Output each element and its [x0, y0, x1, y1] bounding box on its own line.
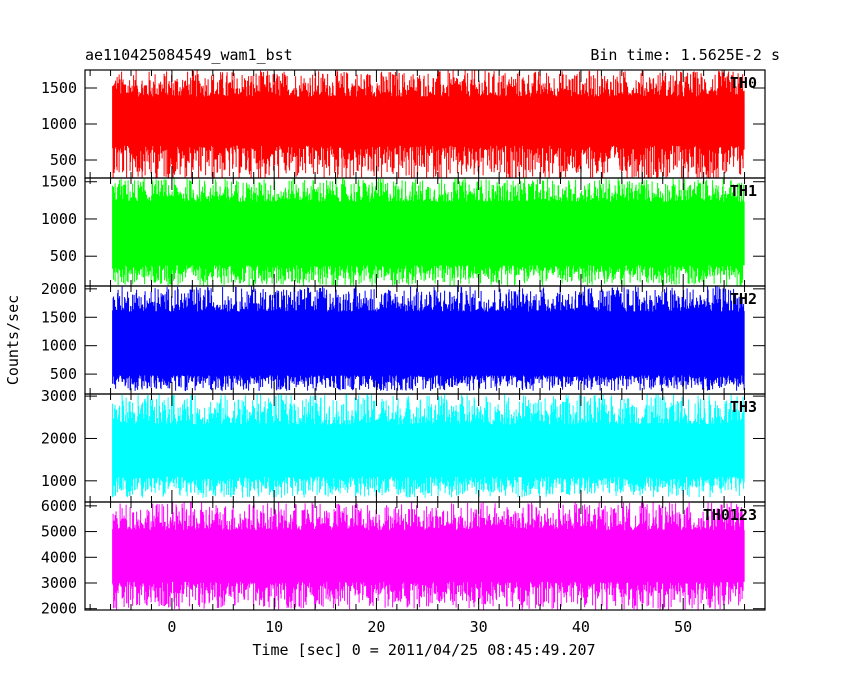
y-tick-label-th0-500: 500	[50, 151, 77, 169]
y-tick-label-th0123-2000: 2000	[41, 600, 77, 618]
x-tick-label-0: 0	[167, 618, 176, 636]
y-tick-label-th2-500: 500	[50, 365, 77, 383]
y-tick-label-th1-1000: 1000	[41, 210, 77, 228]
y-tick-label-th1-1500: 1500	[41, 173, 77, 191]
series-line-th2	[112, 286, 745, 392]
series-line-th3	[112, 394, 745, 498]
y-tick-label-th1-500: 500	[50, 247, 77, 265]
y-tick-label-th0123-6000: 6000	[41, 497, 77, 515]
panel-frame-th0123	[84, 501, 766, 611]
panel-label-th2: TH2	[730, 290, 757, 308]
y-tick-label-th3-1000: 1000	[41, 472, 77, 490]
y-tick-label-th0-1500: 1500	[41, 79, 77, 97]
y-tick-label-th3-2000: 2000	[41, 429, 77, 447]
y-tick-label-th2-1500: 1500	[41, 308, 77, 326]
figure-title: ae110425084549_wam1_bst	[85, 46, 293, 64]
series-line-th0123	[112, 502, 745, 610]
panel-label-th0123: TH0123	[703, 506, 757, 524]
x-tick-label-40: 40	[572, 618, 590, 636]
y-tick-label-th0-1000: 1000	[41, 115, 77, 133]
x-tick-label-10: 10	[265, 618, 283, 636]
series-line-th1	[112, 178, 745, 286]
bin-time-label: Bin time: 1.5625E-2 s	[590, 46, 780, 64]
y-tick-label-th2-1000: 1000	[41, 337, 77, 355]
x-axis-label: Time [sec] 0 = 2011/04/25 08:45:49.207	[252, 641, 595, 659]
x-tick-label-50: 50	[674, 618, 692, 636]
y-tick-label-th2-2000: 2000	[41, 280, 77, 298]
y-tick-label-th3-3000: 3000	[41, 387, 77, 405]
y-axis-label: Counts/sec	[4, 295, 22, 385]
x-tick-label-20: 20	[367, 618, 385, 636]
y-tick-label-th0123-4000: 4000	[41, 548, 77, 566]
y-tick-label-th0123-3000: 3000	[41, 574, 77, 592]
panel-label-th0: TH0	[730, 74, 757, 92]
y-tick-label-th0123-5000: 5000	[41, 523, 77, 541]
x-tick-label-30: 30	[470, 618, 488, 636]
series-line-th0	[112, 70, 745, 178]
panel-label-th1: TH1	[730, 182, 757, 200]
panel-label-th3: TH3	[730, 398, 757, 416]
